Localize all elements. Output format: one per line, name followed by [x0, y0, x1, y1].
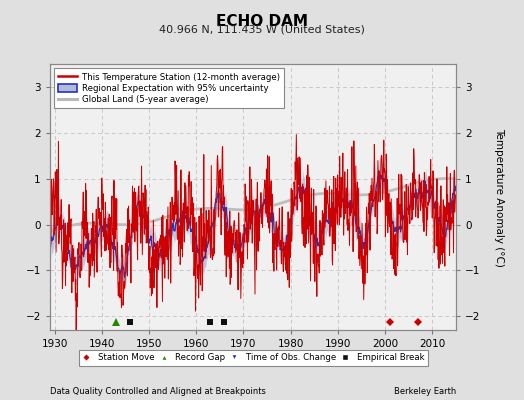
Text: Berkeley Earth: Berkeley Earth — [394, 387, 456, 396]
Text: 40.966 N, 111.435 W (United States): 40.966 N, 111.435 W (United States) — [159, 24, 365, 34]
Text: Data Quality Controlled and Aligned at Breakpoints: Data Quality Controlled and Aligned at B… — [50, 387, 266, 396]
Text: ECHO DAM: ECHO DAM — [216, 14, 308, 29]
Legend: Station Move, Record Gap, Time of Obs. Change, Empirical Break: Station Move, Record Gap, Time of Obs. C… — [79, 350, 428, 366]
Y-axis label: Temperature Anomaly (°C): Temperature Anomaly (°C) — [494, 128, 504, 266]
Legend: This Temperature Station (12-month average), Regional Expectation with 95% uncer: This Temperature Station (12-month avera… — [54, 68, 284, 108]
